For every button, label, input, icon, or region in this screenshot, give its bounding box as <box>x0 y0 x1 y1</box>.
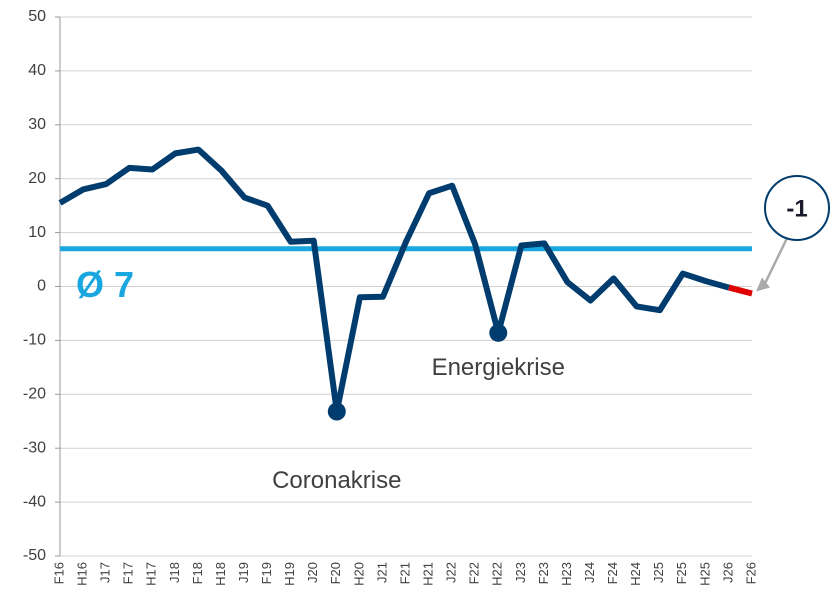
last-segment <box>728 284 753 297</box>
x-tick-label: H19 <box>282 562 297 586</box>
x-tick-label: J18 <box>167 562 182 583</box>
x-tick-label: J24 <box>582 562 597 583</box>
x-tick-label: H16 <box>75 562 90 586</box>
x-tick-label: F22 <box>467 562 482 584</box>
callout-circle <box>764 175 830 241</box>
x-tick-label: F19 <box>259 562 274 584</box>
y-tick-label: 0 <box>37 278 46 295</box>
x-tick-label: F17 <box>121 562 136 584</box>
y-tick-label: -50 <box>23 547 46 564</box>
y-tick-label: -30 <box>23 439 46 456</box>
y-tick-label: -10 <box>23 332 46 349</box>
x-tick-label: F16 <box>51 562 66 584</box>
line-series <box>58 146 730 415</box>
x-tick-label: H24 <box>628 562 643 586</box>
y-tick-label: 10 <box>28 224 46 241</box>
x-tick-label: J25 <box>651 562 666 583</box>
x-tick-label: F20 <box>328 562 343 584</box>
x-tick-label: J19 <box>236 562 251 583</box>
x-tick-label: F23 <box>536 562 551 584</box>
y-tick-label: 40 <box>28 62 46 79</box>
x-tick-label: H20 <box>351 562 366 586</box>
x-tick-label: J22 <box>444 562 459 583</box>
x-tick-label: H18 <box>213 562 228 586</box>
point-marker <box>489 323 508 342</box>
x-tick-label: H25 <box>697 562 712 586</box>
x-tick-label: J26 <box>720 562 735 583</box>
y-tick-label: -20 <box>23 386 46 403</box>
x-tick-label: J21 <box>374 562 389 583</box>
x-tick-label: F21 <box>397 562 412 584</box>
x-tick-label: F18 <box>190 562 205 584</box>
x-tick-label: H21 <box>421 562 436 586</box>
callout-arrowhead <box>756 277 770 292</box>
annotation: Coronakrise <box>272 467 401 494</box>
y-tick-label: 50 <box>28 8 46 25</box>
x-tick-label: H22 <box>490 562 505 586</box>
x-tick-label: J23 <box>513 562 528 583</box>
x-tick-label: F24 <box>605 562 620 584</box>
y-tick-label: -40 <box>23 493 46 510</box>
callout-arrow <box>762 231 792 287</box>
x-tick-label: F25 <box>674 562 689 584</box>
x-tick-label: J17 <box>98 562 113 583</box>
y-tick-label: 30 <box>28 116 46 133</box>
x-tick-label: F26 <box>743 562 758 584</box>
x-tick-label: J20 <box>305 562 320 583</box>
value-label: -1 <box>786 195 807 222</box>
average-label: Ø 7 <box>76 264 134 305</box>
x-tick-label: H23 <box>559 562 574 586</box>
annotation: Energiekrise <box>432 354 565 381</box>
x-tick-label: H17 <box>144 562 159 586</box>
point-marker <box>327 402 346 421</box>
y-tick-label: 20 <box>28 170 46 187</box>
